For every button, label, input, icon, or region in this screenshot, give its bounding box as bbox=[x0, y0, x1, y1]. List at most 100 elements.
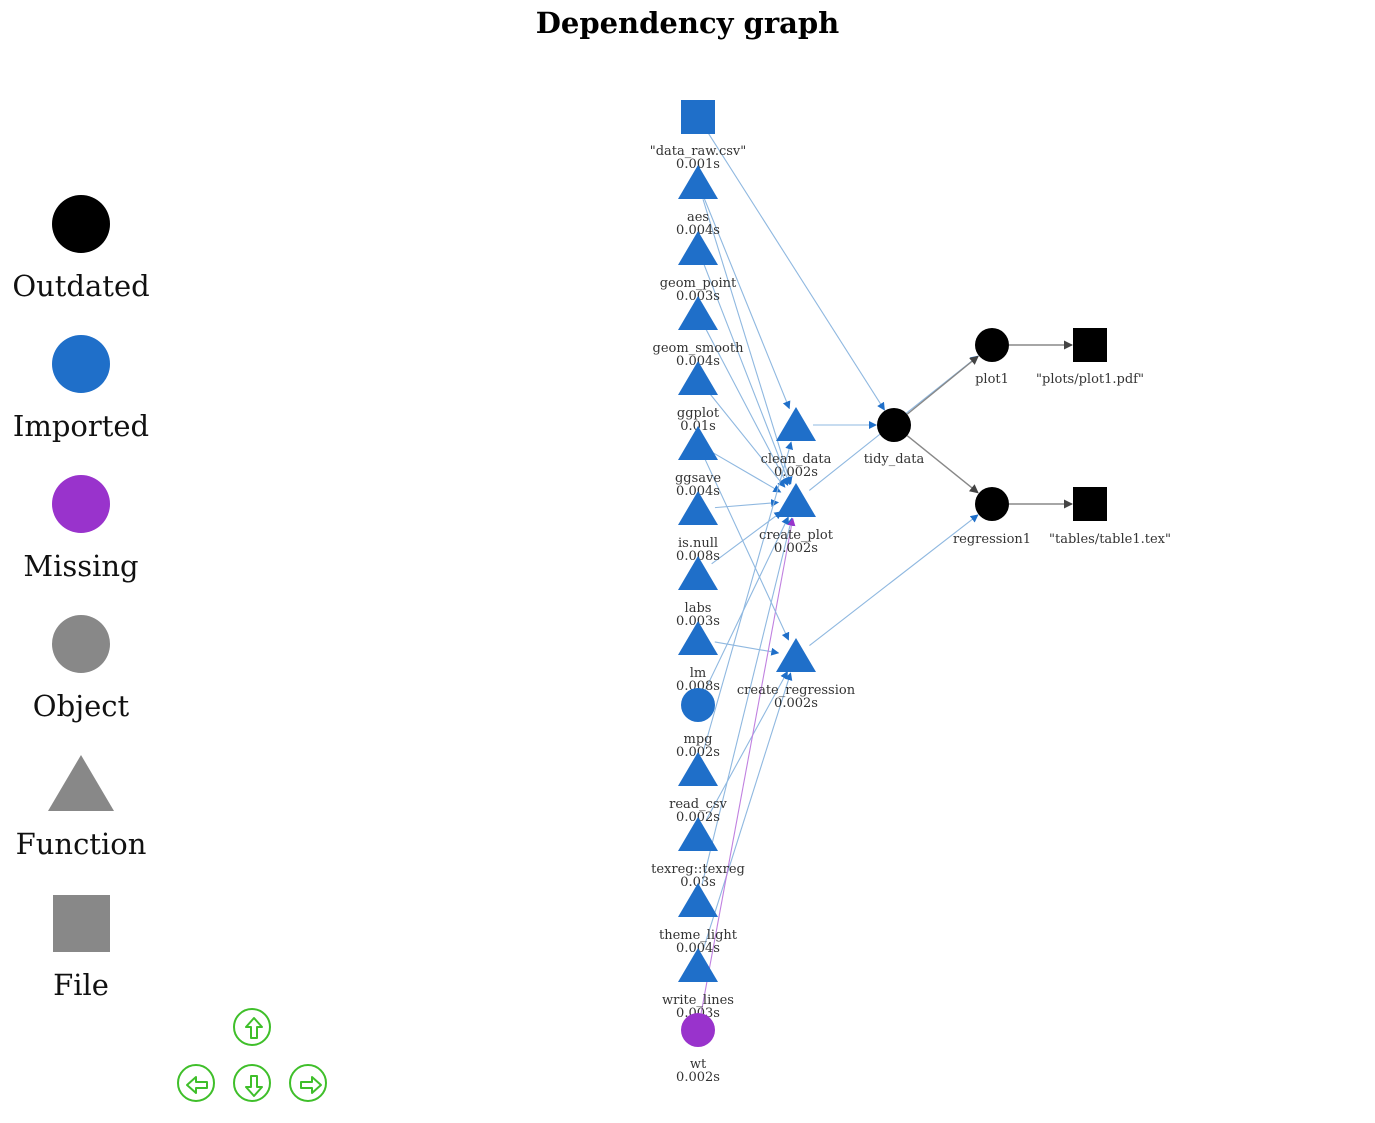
function-triangle-icon bbox=[678, 491, 718, 525]
node-geom_smooth[interactable]: geom_smooth0.004s bbox=[653, 296, 745, 369]
node-label: geom_smooth bbox=[653, 341, 745, 356]
function-triangle-icon bbox=[776, 407, 816, 441]
legend-item-object: Object bbox=[0, 615, 162, 721]
node-label: "data_raw.csv" bbox=[650, 144, 746, 159]
edge-mpg-create_plot bbox=[704, 516, 789, 690]
node-label: ggplot bbox=[677, 406, 720, 421]
node-time: 0.002s bbox=[774, 465, 818, 480]
edge-tidy_data-plot1 bbox=[906, 355, 979, 415]
file-square-icon bbox=[1073, 487, 1107, 521]
function-triangle-icon bbox=[678, 948, 718, 982]
nav-left-button[interactable] bbox=[177, 1064, 215, 1102]
edge-ggsave-create_regression bbox=[704, 459, 790, 641]
node-regression1[interactable]: regression1 bbox=[953, 487, 1031, 547]
edge-ggsave-create_plot bbox=[712, 452, 782, 493]
node-time: 0.008s bbox=[676, 679, 720, 694]
function-triangle-icon bbox=[678, 165, 718, 199]
arrow-right-icon bbox=[300, 1076, 322, 1094]
node-label: regression1 bbox=[953, 532, 1031, 547]
legend-item-file: File bbox=[0, 895, 162, 1000]
legend-item-missing: Missing bbox=[0, 475, 162, 581]
nav-right-button[interactable] bbox=[289, 1064, 327, 1102]
node-label: tidy_data bbox=[864, 452, 925, 467]
edge-geom_point-create_plot bbox=[703, 264, 791, 486]
edge-geom_smooth-create_plot bbox=[705, 328, 789, 486]
node-time: 0.002s bbox=[676, 1070, 720, 1085]
function-triangle-icon bbox=[678, 556, 718, 590]
node-label: "tables/table1.tex" bbox=[1049, 532, 1171, 547]
node-label: labs bbox=[685, 601, 712, 616]
node-label: lm bbox=[690, 666, 707, 681]
node-geom_point[interactable]: geom_point0.003s bbox=[660, 231, 737, 304]
node-label: plot1 bbox=[975, 372, 1009, 387]
graph-edges bbox=[700, 131, 1073, 1014]
edge-is_null-create_plot bbox=[714, 499, 780, 509]
node-lm[interactable]: lm0.008s bbox=[676, 621, 720, 694]
node-label: theme_light bbox=[659, 928, 738, 943]
outdated-circle-icon bbox=[52, 195, 110, 253]
function-triangle-icon bbox=[678, 231, 718, 265]
function-triangle-icon bbox=[776, 638, 816, 672]
outdated-circle-icon bbox=[877, 408, 911, 442]
function-triangle-icon bbox=[678, 817, 718, 851]
node-label: is.null bbox=[678, 536, 718, 551]
node-theme_light[interactable]: theme_light0.004s bbox=[659, 883, 738, 956]
node-label: create_plot bbox=[759, 528, 834, 543]
outdated-circle-icon bbox=[975, 487, 1009, 521]
legend-item-imported: Imported bbox=[0, 335, 162, 441]
node-plot1[interactable]: plot1 bbox=[975, 328, 1009, 387]
node-data_raw[interactable]: "data_raw.csv"0.001s bbox=[650, 100, 746, 172]
edge-aes-create_plot bbox=[702, 199, 793, 485]
node-wt[interactable]: wt0.002s bbox=[676, 1013, 720, 1085]
node-time: 0.001s bbox=[676, 157, 720, 172]
node-plot1_pdf[interactable]: "plots/plot1.pdf" bbox=[1036, 328, 1144, 387]
node-ggplot[interactable]: ggplot0.01s bbox=[677, 361, 720, 434]
page-title: Dependency graph bbox=[535, 6, 840, 40]
nav-up-button[interactable] bbox=[233, 1008, 271, 1046]
function-triangle-icon bbox=[678, 621, 718, 655]
legend-label: Outdated bbox=[12, 269, 150, 303]
edge-labs-create_plot bbox=[711, 511, 783, 565]
edge-aes-clean_data bbox=[703, 198, 791, 410]
legend-item-outdated: Outdated bbox=[0, 195, 162, 301]
node-mpg[interactable]: mpg0.002s bbox=[676, 688, 720, 760]
function-triangle-icon bbox=[678, 296, 718, 330]
graph-nodes: "data_raw.csv"0.001saes0.004sgeom_point0… bbox=[650, 100, 1171, 1085]
legend-label: Function bbox=[15, 827, 147, 861]
outdated-circle-icon bbox=[975, 328, 1009, 362]
edge-ggplot-create_plot bbox=[708, 391, 786, 488]
object-circle-icon bbox=[52, 615, 110, 673]
node-labs[interactable]: labs0.003s bbox=[676, 556, 720, 629]
function-triangle-icon bbox=[776, 483, 816, 517]
node-read_csv[interactable]: read_csv0.002s bbox=[669, 752, 728, 825]
legend-label: Object bbox=[32, 689, 130, 723]
file-square-icon bbox=[1073, 328, 1107, 362]
file-square-icon bbox=[52, 895, 110, 952]
node-tidy_data[interactable]: tidy_data bbox=[864, 408, 925, 467]
node-label: texreg::texreg bbox=[651, 862, 745, 877]
node-label: "plots/plot1.pdf" bbox=[1036, 372, 1144, 387]
arrow-up-icon bbox=[245, 1017, 263, 1039]
node-label: aes bbox=[687, 210, 709, 225]
node-time: 0.002s bbox=[774, 696, 818, 711]
edge-theme_light-create_plot bbox=[701, 517, 794, 885]
node-ggsave[interactable]: ggsave0.004s bbox=[675, 426, 721, 499]
edge-write_lines-create_regression bbox=[702, 672, 793, 950]
edge-create_regression-regression1 bbox=[809, 514, 979, 647]
node-label: clean_data bbox=[761, 452, 832, 467]
legend: Outdated Imported Missing Object Functio… bbox=[0, 0, 170, 1123]
node-write_lines[interactable]: write_lines0.003s bbox=[662, 948, 734, 1021]
node-time: 0.004s bbox=[676, 223, 720, 238]
edge-data_raw-tidy_data bbox=[706, 131, 885, 411]
node-table1_tex[interactable]: "tables/table1.tex" bbox=[1049, 487, 1171, 547]
node-is_null[interactable]: is.null0.008s bbox=[676, 491, 720, 564]
nav-down-button[interactable] bbox=[233, 1064, 271, 1102]
function-triangle-icon bbox=[678, 361, 718, 395]
node-label: wt bbox=[690, 1057, 707, 1072]
function-triangle-icon bbox=[48, 755, 114, 811]
